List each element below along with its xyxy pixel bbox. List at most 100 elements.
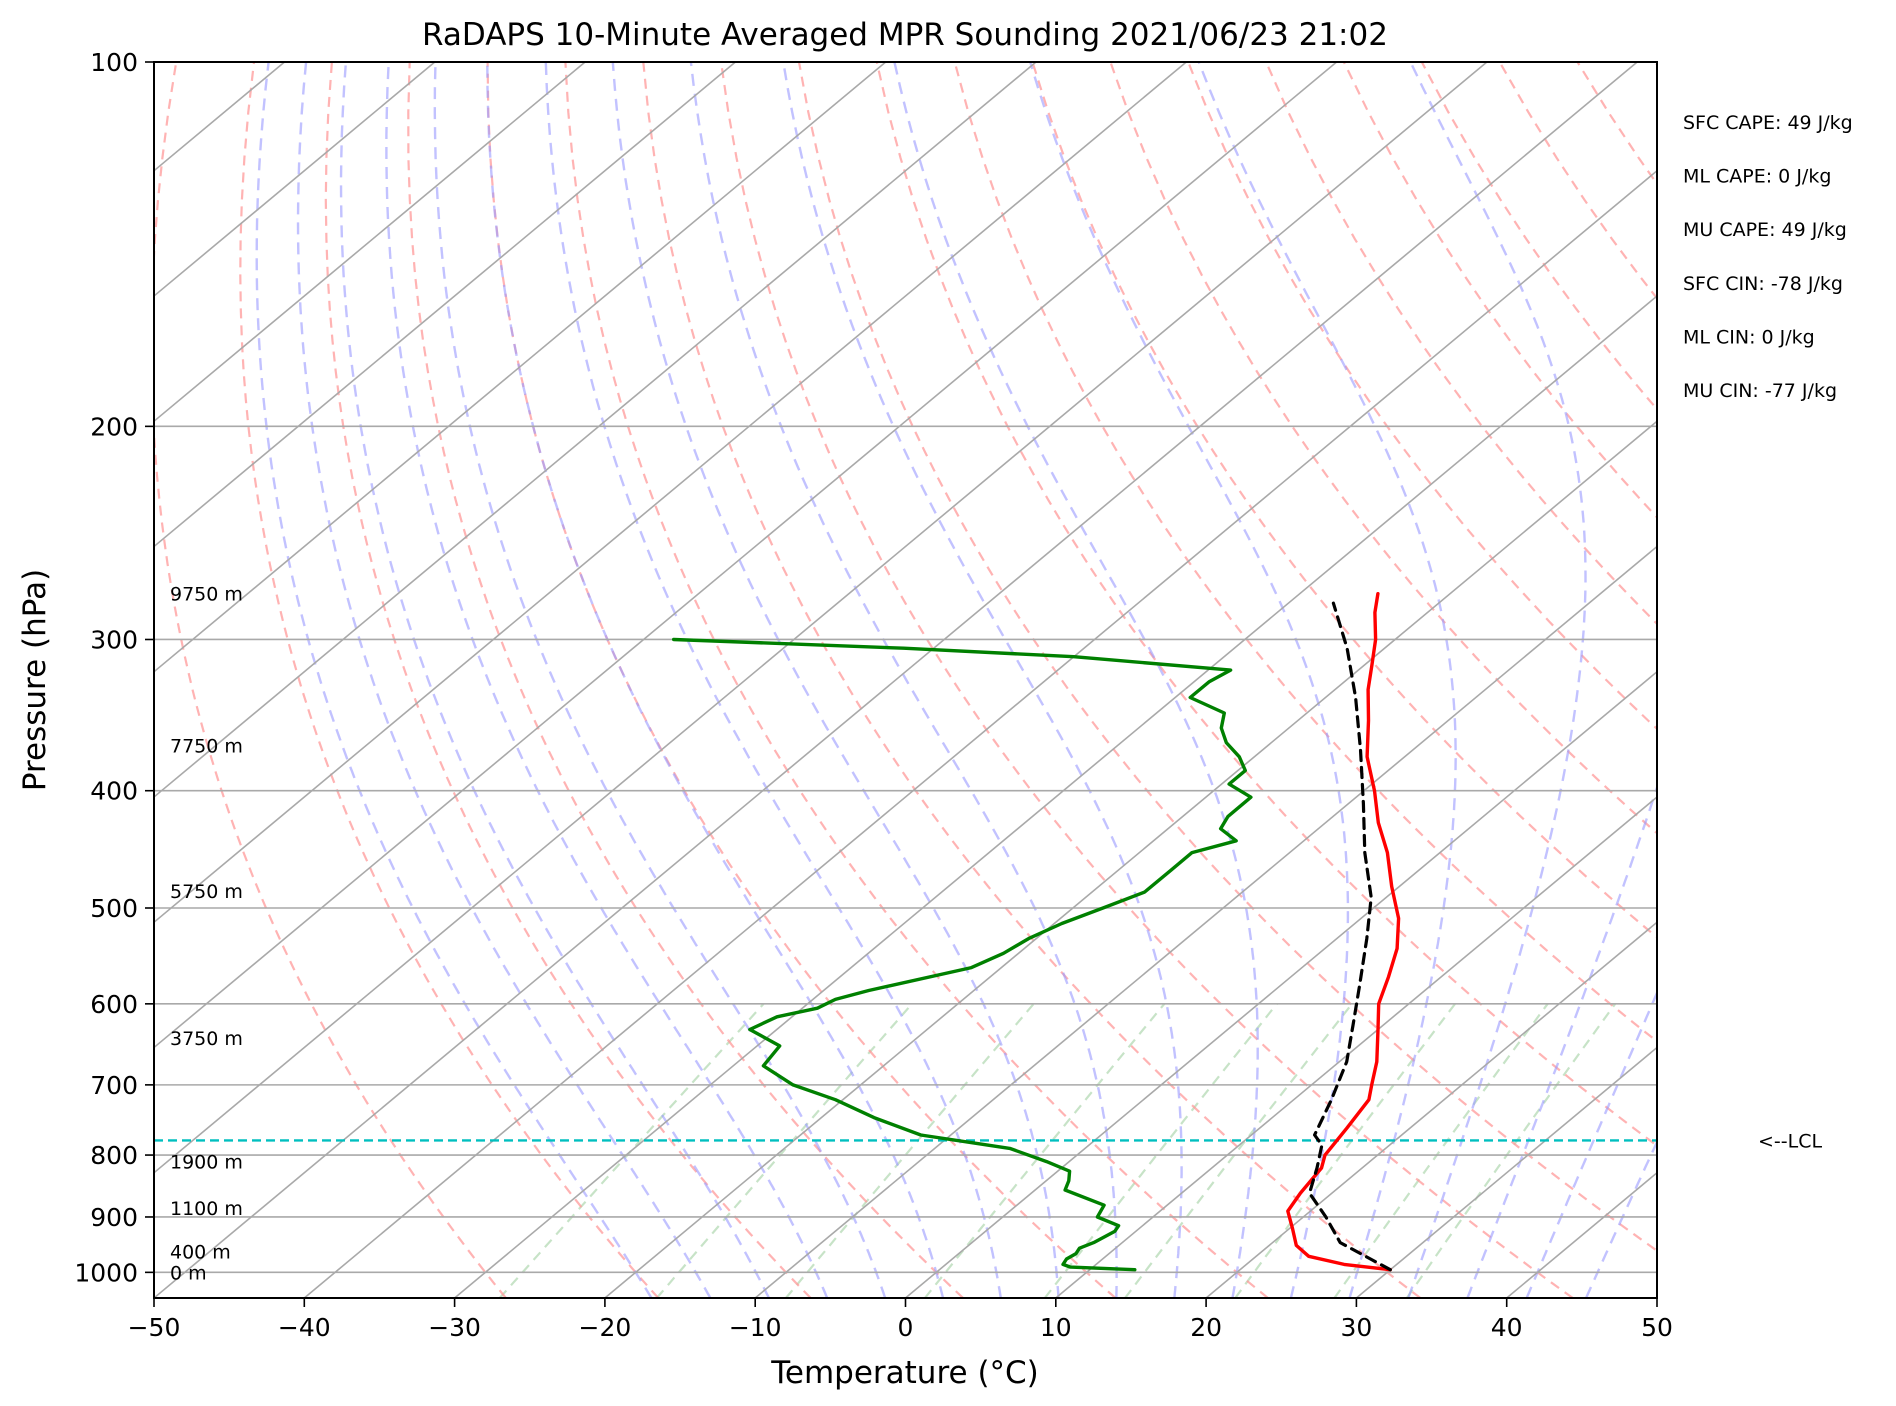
dry-adiabat-line (1187, 62, 1657, 731)
x-tick-label: −40 (278, 1313, 331, 1342)
dry-adiabat-line (1265, 62, 1657, 626)
moist-adiabat-line (433, 62, 887, 1298)
y-axis-label: Pressure (hPa) (17, 569, 53, 791)
dry-adiabat-line (154, 62, 507, 1298)
moist-adiabat-line (1407, 62, 1587, 1298)
isotherm-line (1355, 1046, 1657, 1298)
dry-adiabat-line (1498, 62, 1657, 301)
moist-adiabat-line (1525, 989, 1657, 1298)
dry-adiabat-line (953, 62, 1657, 1043)
moist-adiabat-line (689, 62, 1118, 1298)
moist-adiabat-line (339, 62, 770, 1298)
x-tick-label: 20 (1190, 1313, 1222, 1342)
height-label: 1900 m (170, 1152, 243, 1174)
mixing-ratio-line (655, 1003, 913, 1298)
x-tick-label: 30 (1340, 1313, 1372, 1342)
lcl-label: <--LCL (1758, 1130, 1822, 1152)
isotherm-line (1055, 795, 1657, 1298)
dewpoint-profile-line (672, 637, 1253, 1272)
mixing-ratio-line (924, 1003, 1166, 1298)
x-tick-label: 0 (898, 1313, 914, 1342)
isotherm-line (154, 62, 1638, 1298)
isotherm-line (154, 62, 586, 423)
x-tick-label: 40 (1491, 1313, 1523, 1342)
stability-index-label: MU CAPE: 49 J/kg (1683, 219, 1847, 241)
height-label: 3750 m (170, 1028, 243, 1050)
dry-adiabat-line (239, 62, 660, 1298)
parcel-profile-line (1307, 601, 1392, 1272)
dry-adiabat-line (1031, 62, 1657, 939)
stability-index-label: SFC CAPE: 49 J/kg (1683, 112, 1853, 134)
dry-adiabat-line (1576, 62, 1657, 186)
y-tick-label: 600 (90, 990, 138, 1019)
moist-adiabat-line (544, 62, 1002, 1298)
y-tick-label: 200 (90, 412, 138, 441)
moist-adiabat-line (611, 62, 1060, 1298)
moist-adiabat-line (486, 62, 945, 1298)
x-tick-label: 10 (1040, 1313, 1072, 1342)
height-label: 400 m (170, 1241, 231, 1263)
stability-index-label: ML CAPE: 0 J/kg (1683, 166, 1831, 188)
isotherm-line (154, 62, 436, 298)
isotherm-line (154, 62, 736, 548)
dry-adiabat-line (324, 62, 812, 1298)
x-axis-ticks: −50 −40 −30 −20 −10 0 10 20 30 40 50 (128, 1298, 1673, 1342)
moist-adiabat-line (296, 62, 712, 1298)
stability-indices: SFC CAPE: 49 J/kg ML CAPE: 0 J/kg MU CAPE:… (1683, 112, 1853, 402)
stability-index-label: ML CIN: 0 J/kg (1683, 326, 1815, 348)
height-label: 9750 m (170, 584, 243, 606)
dry-adiabat-line (486, 62, 1117, 1298)
x-tick-label: −10 (729, 1313, 782, 1342)
y-tick-label: 100 (90, 48, 138, 77)
mixing-ratio-line (785, 1003, 1035, 1298)
x-tick-label: −20 (579, 1313, 632, 1342)
dry-adiabat-line (407, 62, 964, 1298)
dry-adiabat-line (564, 62, 1269, 1298)
dry-adiabat-line (720, 62, 1574, 1298)
isotherm-line (154, 62, 1338, 1049)
y-tick-label: 800 (90, 1141, 138, 1170)
dry-adiabat-line (1889, 62, 1896, 1298)
dry-adiabat-line (797, 62, 1657, 1253)
moist-adiabat-line (1197, 62, 1457, 1298)
moist-adiabat-line (255, 62, 653, 1298)
dry-adiabat-line (1811, 62, 1896, 1298)
moist-adiabat-line (1585, 1139, 1657, 1298)
dry-adiabat-line (1654, 62, 1657, 67)
height-label: 7750 m (170, 735, 243, 757)
isotherm-line (904, 670, 1657, 1298)
mixing-ratio-line (498, 1003, 765, 1298)
y-tick-label: 700 (90, 1071, 138, 1100)
dry-adiabat-line (875, 62, 1657, 1148)
y-axis-ticks: 100 200 300 400 500 600 700 800 900 1000 (74, 48, 154, 1287)
isotherm-line (154, 62, 1037, 799)
background-lines (154, 62, 1896, 1298)
dry-adiabat-line (1342, 62, 1657, 519)
isotherm-line (604, 420, 1657, 1298)
dry-adiabat-line (1733, 62, 1896, 1298)
isotherm-line (754, 545, 1657, 1298)
height-label: 1100 m (170, 1198, 243, 1220)
y-tick-label: 500 (90, 894, 138, 923)
chart-title: RaDAPS 10-Minute Averaged MPR Sounding 2… (422, 17, 1388, 53)
y-tick-label: 400 (90, 777, 138, 806)
x-tick-label: −50 (128, 1313, 181, 1342)
dry-adiabat-line (642, 62, 1422, 1298)
moist-adiabat-line (893, 62, 1259, 1298)
height-label: 5750 m (170, 881, 243, 903)
dry-adiabat-line (1420, 62, 1657, 411)
x-tick-label: −30 (428, 1313, 481, 1342)
sounding-series (672, 592, 1401, 1272)
moist-adiabat-line (385, 62, 829, 1298)
isotherm-line (154, 62, 1187, 924)
mixing-ratio-line (1333, 1003, 1549, 1298)
height-labels: 9750 m 7750 m 5750 m 3750 m 1900 m 1100 m 400 … (170, 584, 243, 1285)
pressure-gridlines (154, 61, 1657, 1274)
isotherm-line (1205, 921, 1657, 1298)
isotherm-line (1656, 1296, 1657, 1298)
x-tick-label: 50 (1641, 1313, 1673, 1342)
temperature-profile-line (1286, 592, 1401, 1272)
moist-adiabat-line (782, 62, 1183, 1298)
y-tick-label: 300 (90, 625, 138, 654)
